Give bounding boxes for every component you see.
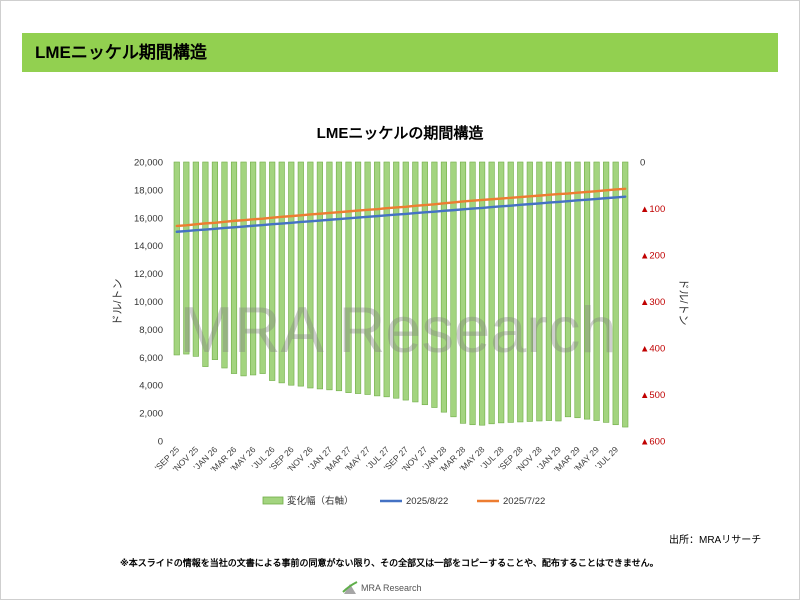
change-bar	[354, 161, 362, 394]
change-bar	[498, 161, 505, 424]
change-bar	[202, 161, 209, 367]
change-bar	[488, 161, 495, 425]
change-bar	[450, 161, 457, 418]
change-bar	[536, 161, 543, 422]
change-bar	[440, 161, 448, 413]
left-axis-tick-label: 8,000	[139, 325, 163, 336]
change-bar	[345, 161, 352, 393]
change-bar	[612, 161, 619, 426]
line-series	[175, 187, 627, 233]
legend-label-change: 変化幅（右軸）	[287, 495, 354, 507]
change-bar	[459, 161, 467, 424]
legend-swatch-change	[262, 496, 284, 505]
change-bar	[307, 161, 314, 389]
left-axis-tick-label: 2,000	[139, 409, 163, 420]
change-bar	[402, 161, 409, 401]
change-bar	[622, 161, 629, 428]
right-axis-tick-label: 0	[640, 158, 645, 169]
left-axis-tick-label: 14,000	[134, 241, 163, 252]
change-bar	[278, 161, 285, 384]
change-bar	[479, 161, 486, 426]
change-bar	[545, 161, 552, 421]
right-axis-tick-label: ▲300	[640, 297, 665, 308]
right-axis-title: ドル/トン	[677, 278, 689, 325]
change-bar	[583, 161, 591, 420]
mra-logo-icon	[342, 581, 358, 594]
change-bar	[517, 161, 524, 423]
header-bar: LMEニッケル期間構造	[22, 33, 778, 72]
change-bar	[326, 161, 333, 391]
left-axis-tick-label: 10,000	[134, 297, 163, 308]
change-bar	[250, 161, 257, 376]
legend-label-2025-8-22: 2025/8/22	[406, 496, 448, 507]
legend-label-2025-7-22: 2025/7/22	[503, 496, 545, 507]
change-bar	[383, 161, 390, 398]
change-bar	[593, 161, 600, 421]
change-bar	[364, 161, 371, 395]
change-bar	[564, 161, 572, 418]
chart-title: LMEニッケルの期間構造	[317, 124, 484, 142]
copyright-disclaimer: ※本スライドの情報を当社の文書による事前の同意がない限り、その全部又は一部をコピ…	[120, 558, 659, 568]
change-bar	[421, 161, 428, 406]
watermark: MRA Research	[179, 293, 616, 366]
change-bar	[240, 161, 247, 377]
legend: 変化幅（右軸） 2025/8/22 2025/7/22	[262, 495, 545, 507]
change-bar	[469, 161, 476, 426]
change-bar	[192, 161, 199, 357]
footer-logo: MRA Research	[342, 580, 422, 596]
change-bar	[335, 161, 343, 392]
footer-logo-text: MRA Research	[361, 583, 422, 593]
change-bar	[221, 161, 228, 369]
left-axis-tick-label: 16,000	[134, 213, 163, 224]
left-axis-tick-label: 4,000	[139, 381, 163, 392]
change-bar	[269, 161, 276, 381]
change-bar	[211, 161, 218, 360]
bar-series	[173, 161, 629, 428]
change-bar	[412, 161, 419, 403]
left-axis-tick-label: 18,000	[134, 185, 163, 196]
right-axis-tick-label: ▲200	[640, 251, 665, 262]
change-bar	[230, 161, 238, 374]
change-bar	[297, 161, 304, 387]
change-bar	[183, 161, 190, 355]
left-axis-tick-label: 0	[158, 437, 163, 448]
right-axis-tick-label: ▲100	[640, 204, 665, 215]
slide-title: LMEニッケル期間構造	[35, 43, 207, 62]
right-axis-tick-label: ▲500	[640, 390, 665, 401]
left-axis-title: ドル/トン	[112, 278, 124, 325]
change-bar	[431, 161, 438, 408]
series-line-1	[175, 195, 627, 233]
change-bar	[555, 161, 562, 422]
change-bar	[507, 161, 514, 423]
left-axis-tick-label: 20,000	[134, 158, 163, 169]
change-bar	[526, 161, 533, 422]
change-bar	[603, 161, 610, 423]
change-bar	[259, 161, 266, 374]
left-axis-tick-label: 12,000	[134, 269, 163, 280]
right-axis-tick-label: ▲400	[640, 344, 665, 355]
left-axis-tick-label: 6,000	[139, 353, 163, 364]
right-axis-tick-label: ▲600	[640, 437, 665, 448]
change-bar	[574, 161, 581, 419]
change-bar	[316, 161, 323, 390]
source-note: 出所：MRAリサーチ	[669, 535, 762, 546]
change-bar	[393, 161, 400, 399]
change-bar	[173, 161, 180, 356]
series-line-2	[175, 187, 627, 228]
change-bar	[374, 161, 381, 397]
change-bar	[288, 161, 295, 386]
